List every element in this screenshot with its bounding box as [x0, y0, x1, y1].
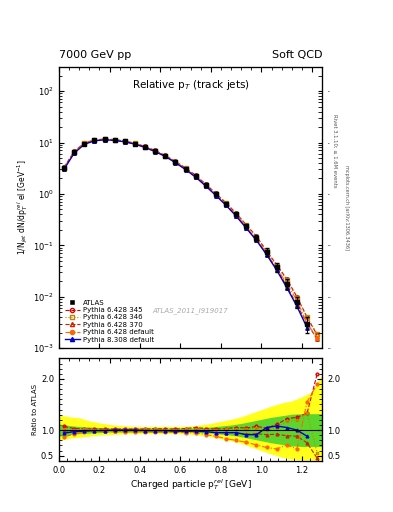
Y-axis label: Ratio to ATLAS: Ratio to ATLAS	[32, 384, 38, 435]
Text: Relative p$_T$ (track jets): Relative p$_T$ (track jets)	[132, 78, 250, 92]
Legend: ATLAS, Pythia 6.428 345, Pythia 6.428 346, Pythia 6.428 370, Pythia 6.428 defaul: ATLAS, Pythia 6.428 345, Pythia 6.428 34…	[62, 297, 156, 345]
Y-axis label: 1/N$_{jet}$ dN/dp$_T^{rel}$ el [GeV$^{-1}$]: 1/N$_{jet}$ dN/dp$_T^{rel}$ el [GeV$^{-1…	[16, 159, 30, 255]
Text: 7000 GeV pp: 7000 GeV pp	[59, 50, 131, 59]
X-axis label: Charged particle p$_T^{rel}$ [GeV]: Charged particle p$_T^{rel}$ [GeV]	[130, 477, 252, 493]
Text: Soft QCD: Soft QCD	[272, 50, 322, 59]
Text: ATLAS_2011_I919017: ATLAS_2011_I919017	[153, 308, 228, 314]
Text: mcplots.cern.ch [arXiv:1306.3436]: mcplots.cern.ch [arXiv:1306.3436]	[344, 165, 349, 250]
Text: Rivet 3.1.10; ≥ 1.6M events: Rivet 3.1.10; ≥ 1.6M events	[332, 114, 337, 188]
